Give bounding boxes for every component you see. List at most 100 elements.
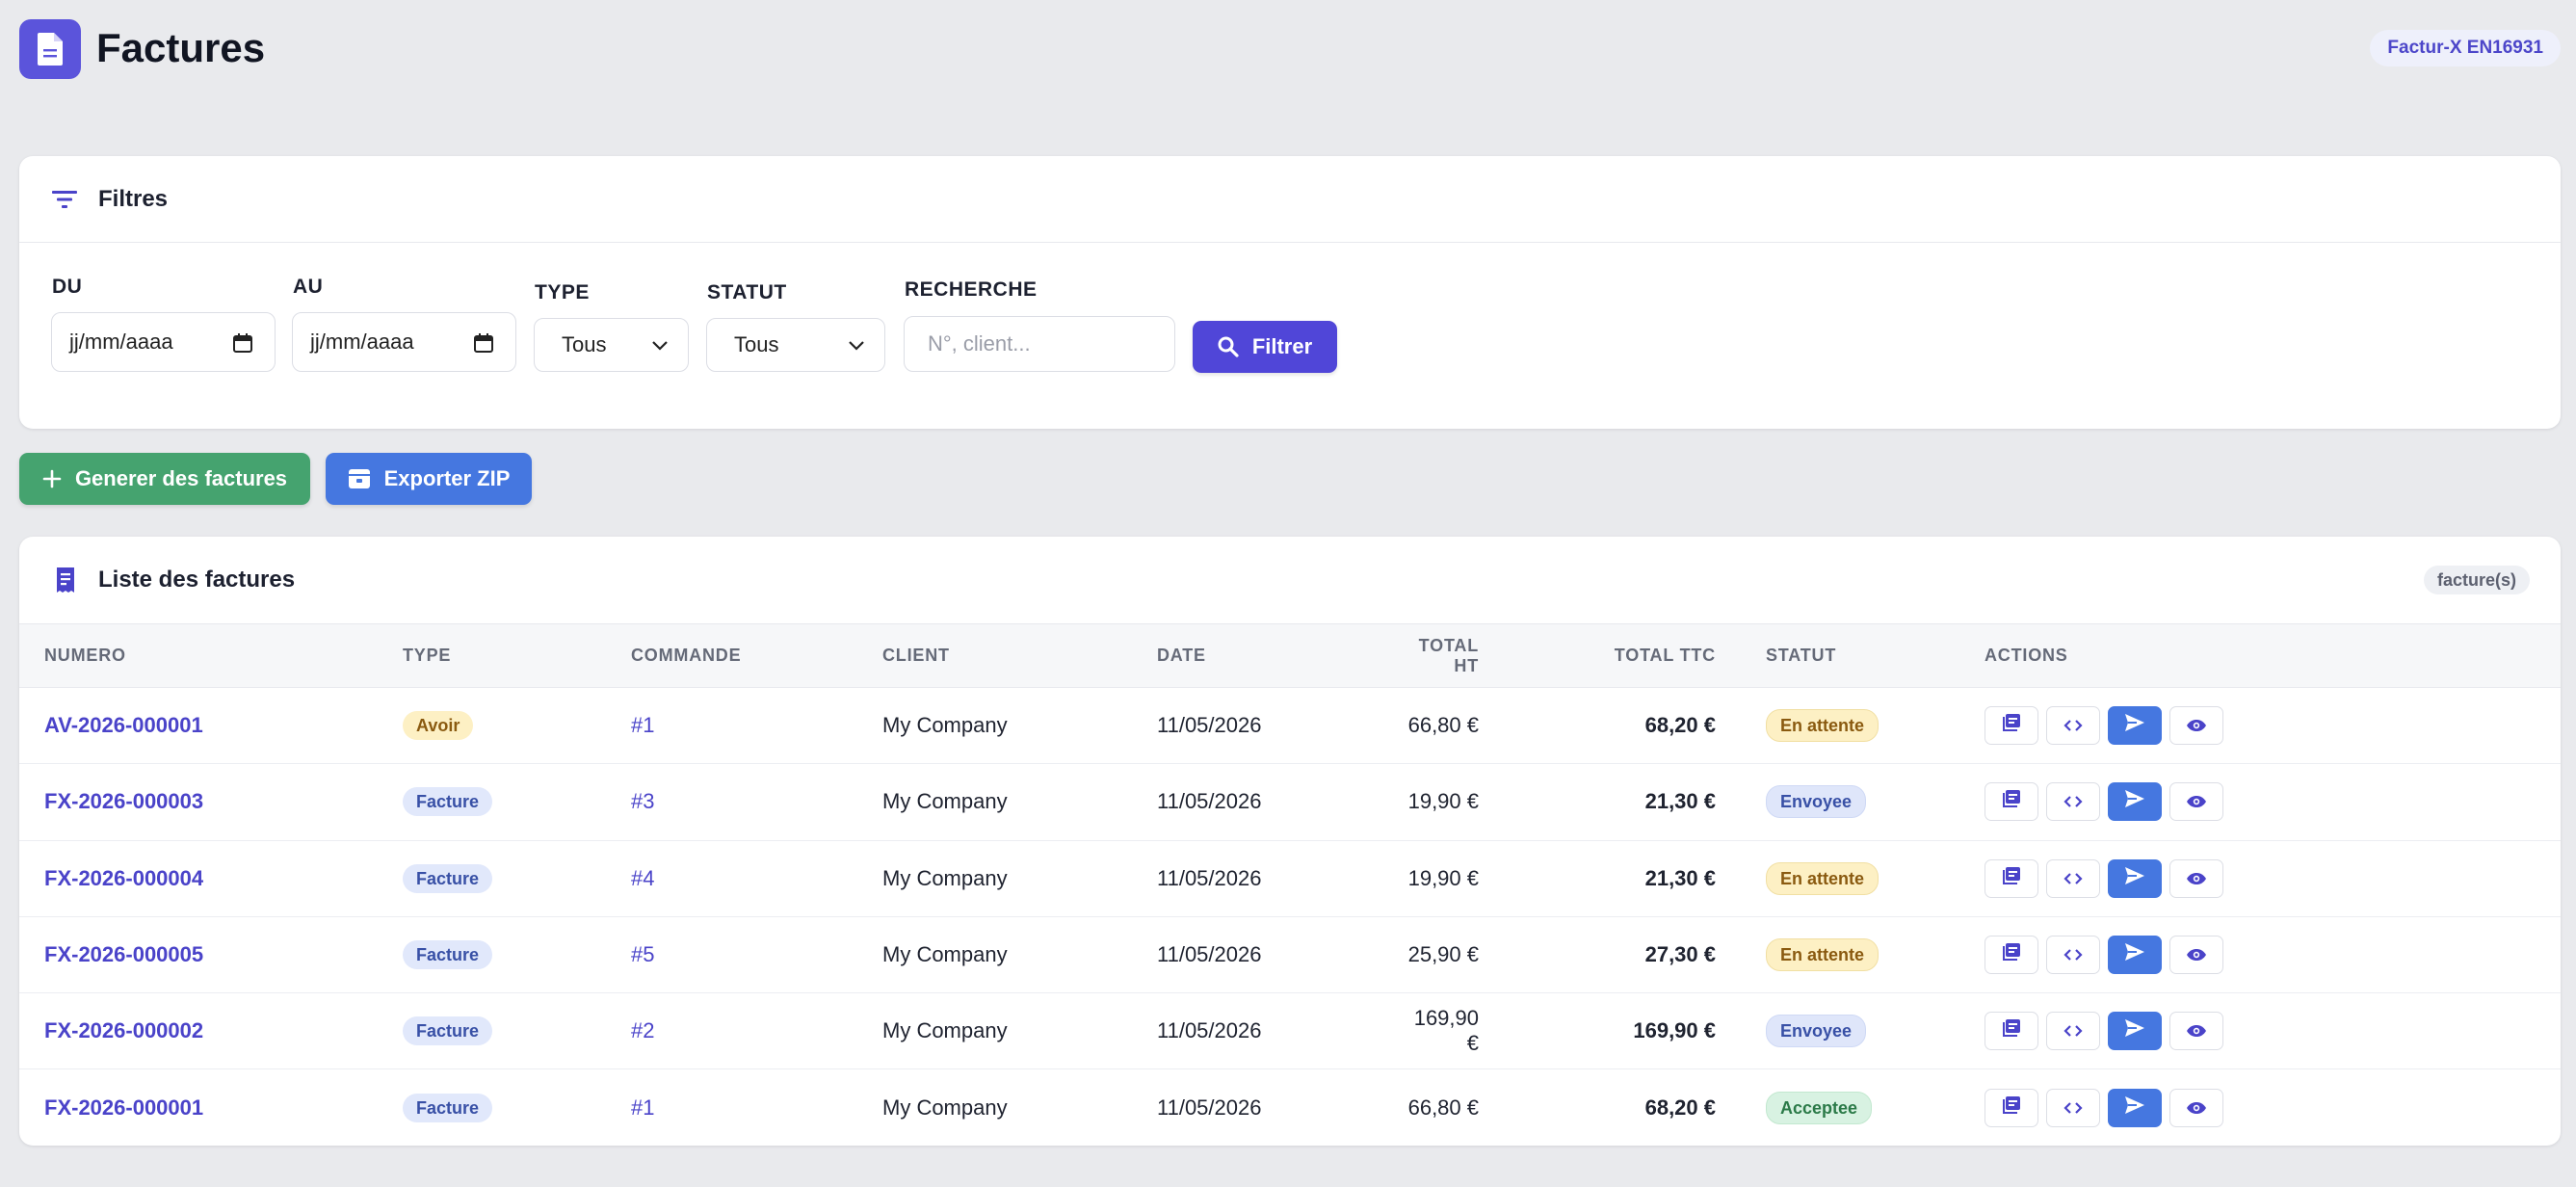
eye-icon xyxy=(2186,1095,2207,1121)
type-badge: Avoir xyxy=(403,711,474,741)
order-link[interactable]: #4 xyxy=(631,865,655,890)
table-row[interactable]: FX-2026-000004 Facture #4 My Company 11/05/2… xyxy=(19,840,2561,917)
receipt-icon xyxy=(57,567,74,593)
code-icon xyxy=(2063,789,2083,814)
total-ht-cell: 19,90 € xyxy=(1407,789,1479,814)
filter-button-label: Filtrer xyxy=(1251,334,1313,358)
row-actions xyxy=(1985,706,2561,746)
table-row[interactable]: FX-2026-000003 Facture #3 My Company 11/05/2… xyxy=(19,764,2561,841)
send-invoice-button[interactable] xyxy=(2108,936,2162,975)
type-select[interactable]: Tous xyxy=(534,318,689,372)
total-ht-cell: 66,80 € xyxy=(1407,713,1479,738)
from-date-field[interactable]: jj/mm/aaaa xyxy=(51,312,276,372)
client-cell: My Company xyxy=(882,789,1008,814)
filter-button[interactable]: Filtrer xyxy=(1193,321,1337,373)
send-icon xyxy=(2124,789,2145,814)
send-icon xyxy=(2124,1095,2145,1121)
preview-button[interactable] xyxy=(2169,1012,2223,1051)
preview-button[interactable] xyxy=(2169,1088,2223,1127)
page-title: Factures xyxy=(96,25,266,70)
order-link[interactable]: #1 xyxy=(631,713,655,738)
generate-invoices-button[interactable]: Generer des factures xyxy=(19,453,310,505)
client-cell: My Company xyxy=(882,1095,1008,1120)
preview-button[interactable] xyxy=(2169,936,2223,975)
send-invoice-button[interactable] xyxy=(2108,858,2162,898)
row-actions xyxy=(1985,936,2561,975)
download-pdf-button[interactable] xyxy=(1985,782,2038,822)
send-invoice-button[interactable] xyxy=(2108,706,2162,746)
table-row[interactable]: FX-2026-000005 Facture #5 My Company 11/05/2… xyxy=(19,916,2561,993)
calendar-icon[interactable] xyxy=(473,332,494,354)
download-pdf-button[interactable] xyxy=(1985,858,2038,898)
invoice-number-link[interactable]: FX-2026-000002 xyxy=(44,1018,204,1043)
invoice-number-link[interactable]: FX-2026-000001 xyxy=(44,1095,204,1120)
eye-icon xyxy=(2186,866,2207,891)
send-invoice-button[interactable] xyxy=(2108,1088,2162,1127)
send-invoice-button[interactable] xyxy=(2108,1012,2162,1051)
eye-icon xyxy=(2186,713,2207,738)
archive-icon xyxy=(348,469,370,488)
download-pdf-button[interactable] xyxy=(1985,1012,2038,1051)
order-link[interactable]: #3 xyxy=(631,789,655,814)
pdf-icon xyxy=(2002,1018,2021,1043)
preview-button[interactable] xyxy=(2169,858,2223,898)
send-invoice-button[interactable] xyxy=(2108,782,2162,822)
invoice-number-link[interactable]: FX-2026-000005 xyxy=(44,942,204,967)
row-actions xyxy=(1985,1088,2561,1127)
invoice-number-link[interactable]: FX-2026-000003 xyxy=(44,789,204,814)
filter-lines-icon xyxy=(52,190,77,208)
status-badge: Acceptee xyxy=(1766,1091,1873,1124)
table-row[interactable]: FX-2026-000002 Facture #2 My Company 11/05/2… xyxy=(19,993,2561,1069)
invoice-number-link[interactable]: AV-2026-000001 xyxy=(44,713,203,738)
view-xml-button[interactable] xyxy=(2046,782,2100,822)
date-cell: 11/05/2026 xyxy=(1157,1018,1262,1043)
preview-button[interactable] xyxy=(2169,782,2223,822)
view-xml-button[interactable] xyxy=(2046,858,2100,898)
date-cell: 11/05/2026 xyxy=(1157,1095,1262,1120)
client-cell: My Company xyxy=(882,1018,1008,1043)
status-select[interactable]: Tous xyxy=(706,318,885,372)
filters-header: Filtres xyxy=(19,156,2561,243)
total-ht-cell: 169,90 € xyxy=(1413,1006,1479,1056)
pdf-icon xyxy=(2002,713,2021,738)
to-date-field[interactable]: jj/mm/aaaa xyxy=(292,312,516,372)
preview-button[interactable] xyxy=(2169,706,2223,746)
download-pdf-button[interactable] xyxy=(1985,936,2038,975)
view-xml-button[interactable] xyxy=(2046,1012,2100,1051)
standard-badge: Factur-X EN16931 xyxy=(2370,30,2561,66)
row-actions xyxy=(1985,1012,2561,1051)
table-row[interactable]: FX-2026-000001 Facture #1 My Company 11/05/2… xyxy=(19,1069,2561,1146)
order-link[interactable]: #1 xyxy=(631,1095,655,1120)
pdf-icon xyxy=(2002,866,2021,891)
invoice-list-card: Liste des factures facture(s) NUMERO TYP… xyxy=(19,537,2561,1146)
calendar-icon[interactable] xyxy=(232,332,253,354)
table-row[interactable]: AV-2026-000001 Avoir #1 My Company 11/05/202… xyxy=(19,688,2561,764)
client-cell: My Company xyxy=(882,713,1008,738)
order-link[interactable]: #5 xyxy=(631,942,655,967)
pdf-icon xyxy=(2002,789,2021,814)
filters-card: Filtres DU jj/mm/aaaa AU jj/mm/aaaa TYPE… xyxy=(19,156,2561,429)
pdf-icon xyxy=(2002,942,2021,967)
type-badge: Facture xyxy=(403,863,493,893)
col-type: TYPE xyxy=(403,646,452,665)
status-badge: En attente xyxy=(1766,938,1879,972)
total-ttc-cell: 27,30 € xyxy=(1644,942,1716,967)
view-xml-button[interactable] xyxy=(2046,936,2100,975)
view-xml-button[interactable] xyxy=(2046,1088,2100,1127)
col-commande: COMMANDE xyxy=(631,646,742,665)
invoice-number-link[interactable]: FX-2026-000004 xyxy=(44,865,204,890)
to-label: AU xyxy=(293,276,324,298)
total-ttc-cell: 68,20 € xyxy=(1644,1095,1716,1120)
col-total-ht: TOTAL HT xyxy=(1418,635,1479,675)
col-client: CLIENT xyxy=(882,646,950,665)
search-input[interactable]: N°, client... xyxy=(904,316,1175,372)
download-pdf-button[interactable] xyxy=(1985,1088,2038,1127)
total-ttc-cell: 169,90 € xyxy=(1633,1018,1716,1043)
client-cell: My Company xyxy=(882,865,1008,890)
view-xml-button[interactable] xyxy=(2046,706,2100,746)
download-pdf-button[interactable] xyxy=(1985,706,2038,746)
export-zip-button[interactable]: Exporter ZIP xyxy=(326,453,532,505)
order-link[interactable]: #2 xyxy=(631,1018,655,1043)
plus-icon xyxy=(42,469,62,488)
search-icon xyxy=(1218,336,1239,357)
